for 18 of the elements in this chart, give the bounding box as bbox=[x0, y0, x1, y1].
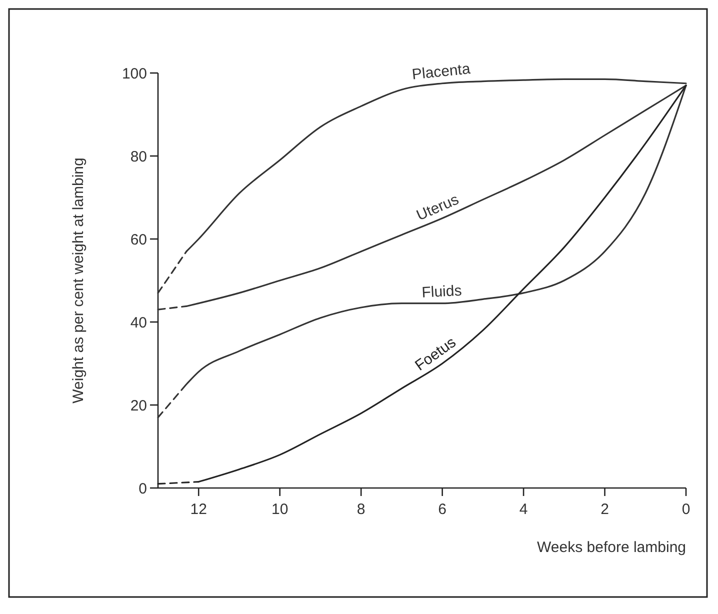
x-tick-label: 12 bbox=[190, 501, 207, 518]
y-tick-label: 80 bbox=[130, 148, 147, 166]
y-tick-label: 40 bbox=[130, 314, 147, 332]
x-tick-label: 4 bbox=[519, 501, 528, 518]
x-axis-title: Weeks before lambing bbox=[537, 539, 686, 556]
series-label: Fluids bbox=[421, 282, 462, 302]
x-tick-label: 6 bbox=[438, 501, 446, 518]
y-tick-label: 100 bbox=[122, 65, 147, 82]
x-tick-label: 10 bbox=[272, 501, 288, 518]
y-tick-label: 0 bbox=[138, 480, 147, 498]
x-tick-label: 0 bbox=[682, 501, 690, 518]
text: Placenta bbox=[411, 60, 472, 84]
y-tick-label: 20 bbox=[130, 397, 147, 414]
x-tick-label: 2 bbox=[600, 501, 609, 518]
y-tick-label: 60 bbox=[130, 231, 147, 248]
y-axis-title: Weight as per cent weight at lambing bbox=[70, 158, 87, 404]
x-tick-label: 8 bbox=[356, 501, 366, 518]
text: Uterus bbox=[414, 191, 462, 224]
